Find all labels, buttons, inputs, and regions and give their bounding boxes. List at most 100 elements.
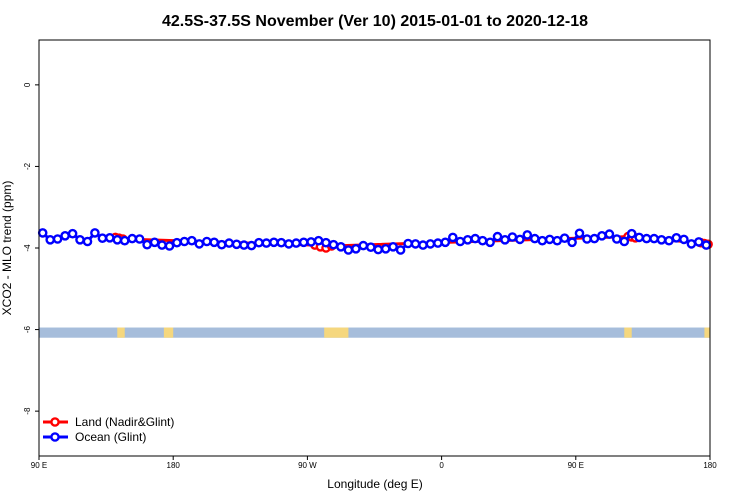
ocean-series-point [515,234,525,245]
legend-label: Ocean (Glint) [75,430,146,444]
legend: Land (Nadir&Glint)Ocean (Glint) [43,415,174,444]
ocean-series-point [574,228,585,239]
ocean-series-point [313,235,324,246]
x-tick-label: 180 [703,461,717,470]
ocean-series-point [552,235,563,246]
ocean-series-point [634,232,645,243]
ocean-series-point [283,239,294,249]
ocean-series-point [127,233,137,244]
ocean-series-point [530,233,540,244]
land-band-segment [117,327,125,338]
ocean-series-point [470,233,481,244]
ocean-series-point [440,237,451,248]
ocean-series-point [90,228,100,238]
legend-marker [50,432,60,442]
ocean-series-point [216,239,227,250]
ocean-series-point [119,235,130,246]
ocean-series-point [336,241,346,252]
x-axis-label: Longitude (deg E) [327,477,422,491]
ocean-series-point [395,245,406,255]
land-band-segment [704,327,710,338]
ocean-series-point [679,234,689,245]
y-tick-label: -6 [23,325,32,333]
ocean-series-point [641,233,652,244]
ocean-series-point [626,228,637,239]
ocean-series-point [82,236,93,247]
ocean-series-point [462,234,473,245]
y-tick-label: -4 [23,244,32,252]
ocean-series-point [343,245,354,255]
land-band-segment [163,327,174,338]
ocean-series-point [664,235,674,246]
land-band-segment [624,327,632,338]
x-tick-label: 90 W [298,461,317,470]
ocean-series-point [351,243,361,254]
ocean-series-point [522,230,533,240]
ocean-series-point [149,237,160,248]
y-tick-label: -8 [23,407,32,415]
ocean-series-point [686,239,697,249]
y-axis: 0 -2 -4 -6 -8 [23,82,39,415]
legend-label: Land (Nadir&Glint) [75,415,174,429]
ocean-series-point [239,240,249,250]
ocean-series-point [358,240,369,251]
ocean-series-point [201,236,212,247]
ocean-series-point [254,237,264,248]
y-tick-label: 0 [23,82,32,87]
ocean-series-point [231,239,242,250]
ocean-series-point [612,234,622,244]
ocean-series-point [559,233,570,243]
ocean-series-point [224,238,234,248]
ocean-series-point [597,230,607,241]
ocean-series-point [477,235,488,246]
ocean-series-point [186,235,197,246]
ocean-series-point [410,239,421,249]
ocean-series-point [112,234,123,245]
ocean-series-point [582,234,592,244]
x-tick-label: 90 E [31,461,47,470]
ocean-series-point [656,234,667,245]
ocean-series-point [157,240,167,250]
ocean-series-point [567,237,577,248]
ocean-series-point [52,234,63,244]
series-layer [37,228,713,255]
ocean-series-point [276,237,287,248]
ocean-series-point [619,236,630,247]
ocean-series-point [694,237,704,247]
ocean-series-point [544,234,555,245]
chart-title: 42.5S-37.5S November (Ver 10) 2015-01-01… [162,13,588,30]
ocean-series-point [537,235,548,246]
ocean-series-point [172,237,182,248]
x-tick-label: 180 [167,461,181,470]
legend-item-ocean-series: Ocean (Glint) [43,430,146,444]
ocean-series-point [67,228,78,239]
ocean-series-point [291,238,302,248]
ocean-series-point [373,244,384,255]
ocean-series-point [105,232,115,243]
ocean-series-point [433,238,443,248]
ocean-series-point [209,237,219,248]
ocean-series-point [455,236,466,247]
ocean-series-point [134,234,145,244]
ocean-series-point [507,232,518,242]
legend-marker [50,417,60,427]
ocean-series-point [60,230,70,241]
ocean-series-point [485,237,495,248]
x-tick-label: 0 [439,461,444,470]
legend-item-land-series: Land (Nadir&Glint) [43,415,174,429]
ocean-series-point [45,234,56,245]
ocean-series-point [500,234,510,245]
ocean-series-point [306,237,316,247]
ocean-series-point [649,233,659,244]
ocean-series-point [604,229,615,239]
ocean-series-point [328,239,339,250]
ocean-band [39,327,710,338]
x-tick-label: 90 E [568,461,584,470]
ocean-series-point [425,239,436,249]
ocean-series-point [164,241,175,251]
ocean-series-point [37,228,48,238]
ocean-series-point [321,237,331,248]
ocean-series [37,228,712,255]
ocean-series-point [246,240,257,251]
ocean-series-point [388,241,398,252]
